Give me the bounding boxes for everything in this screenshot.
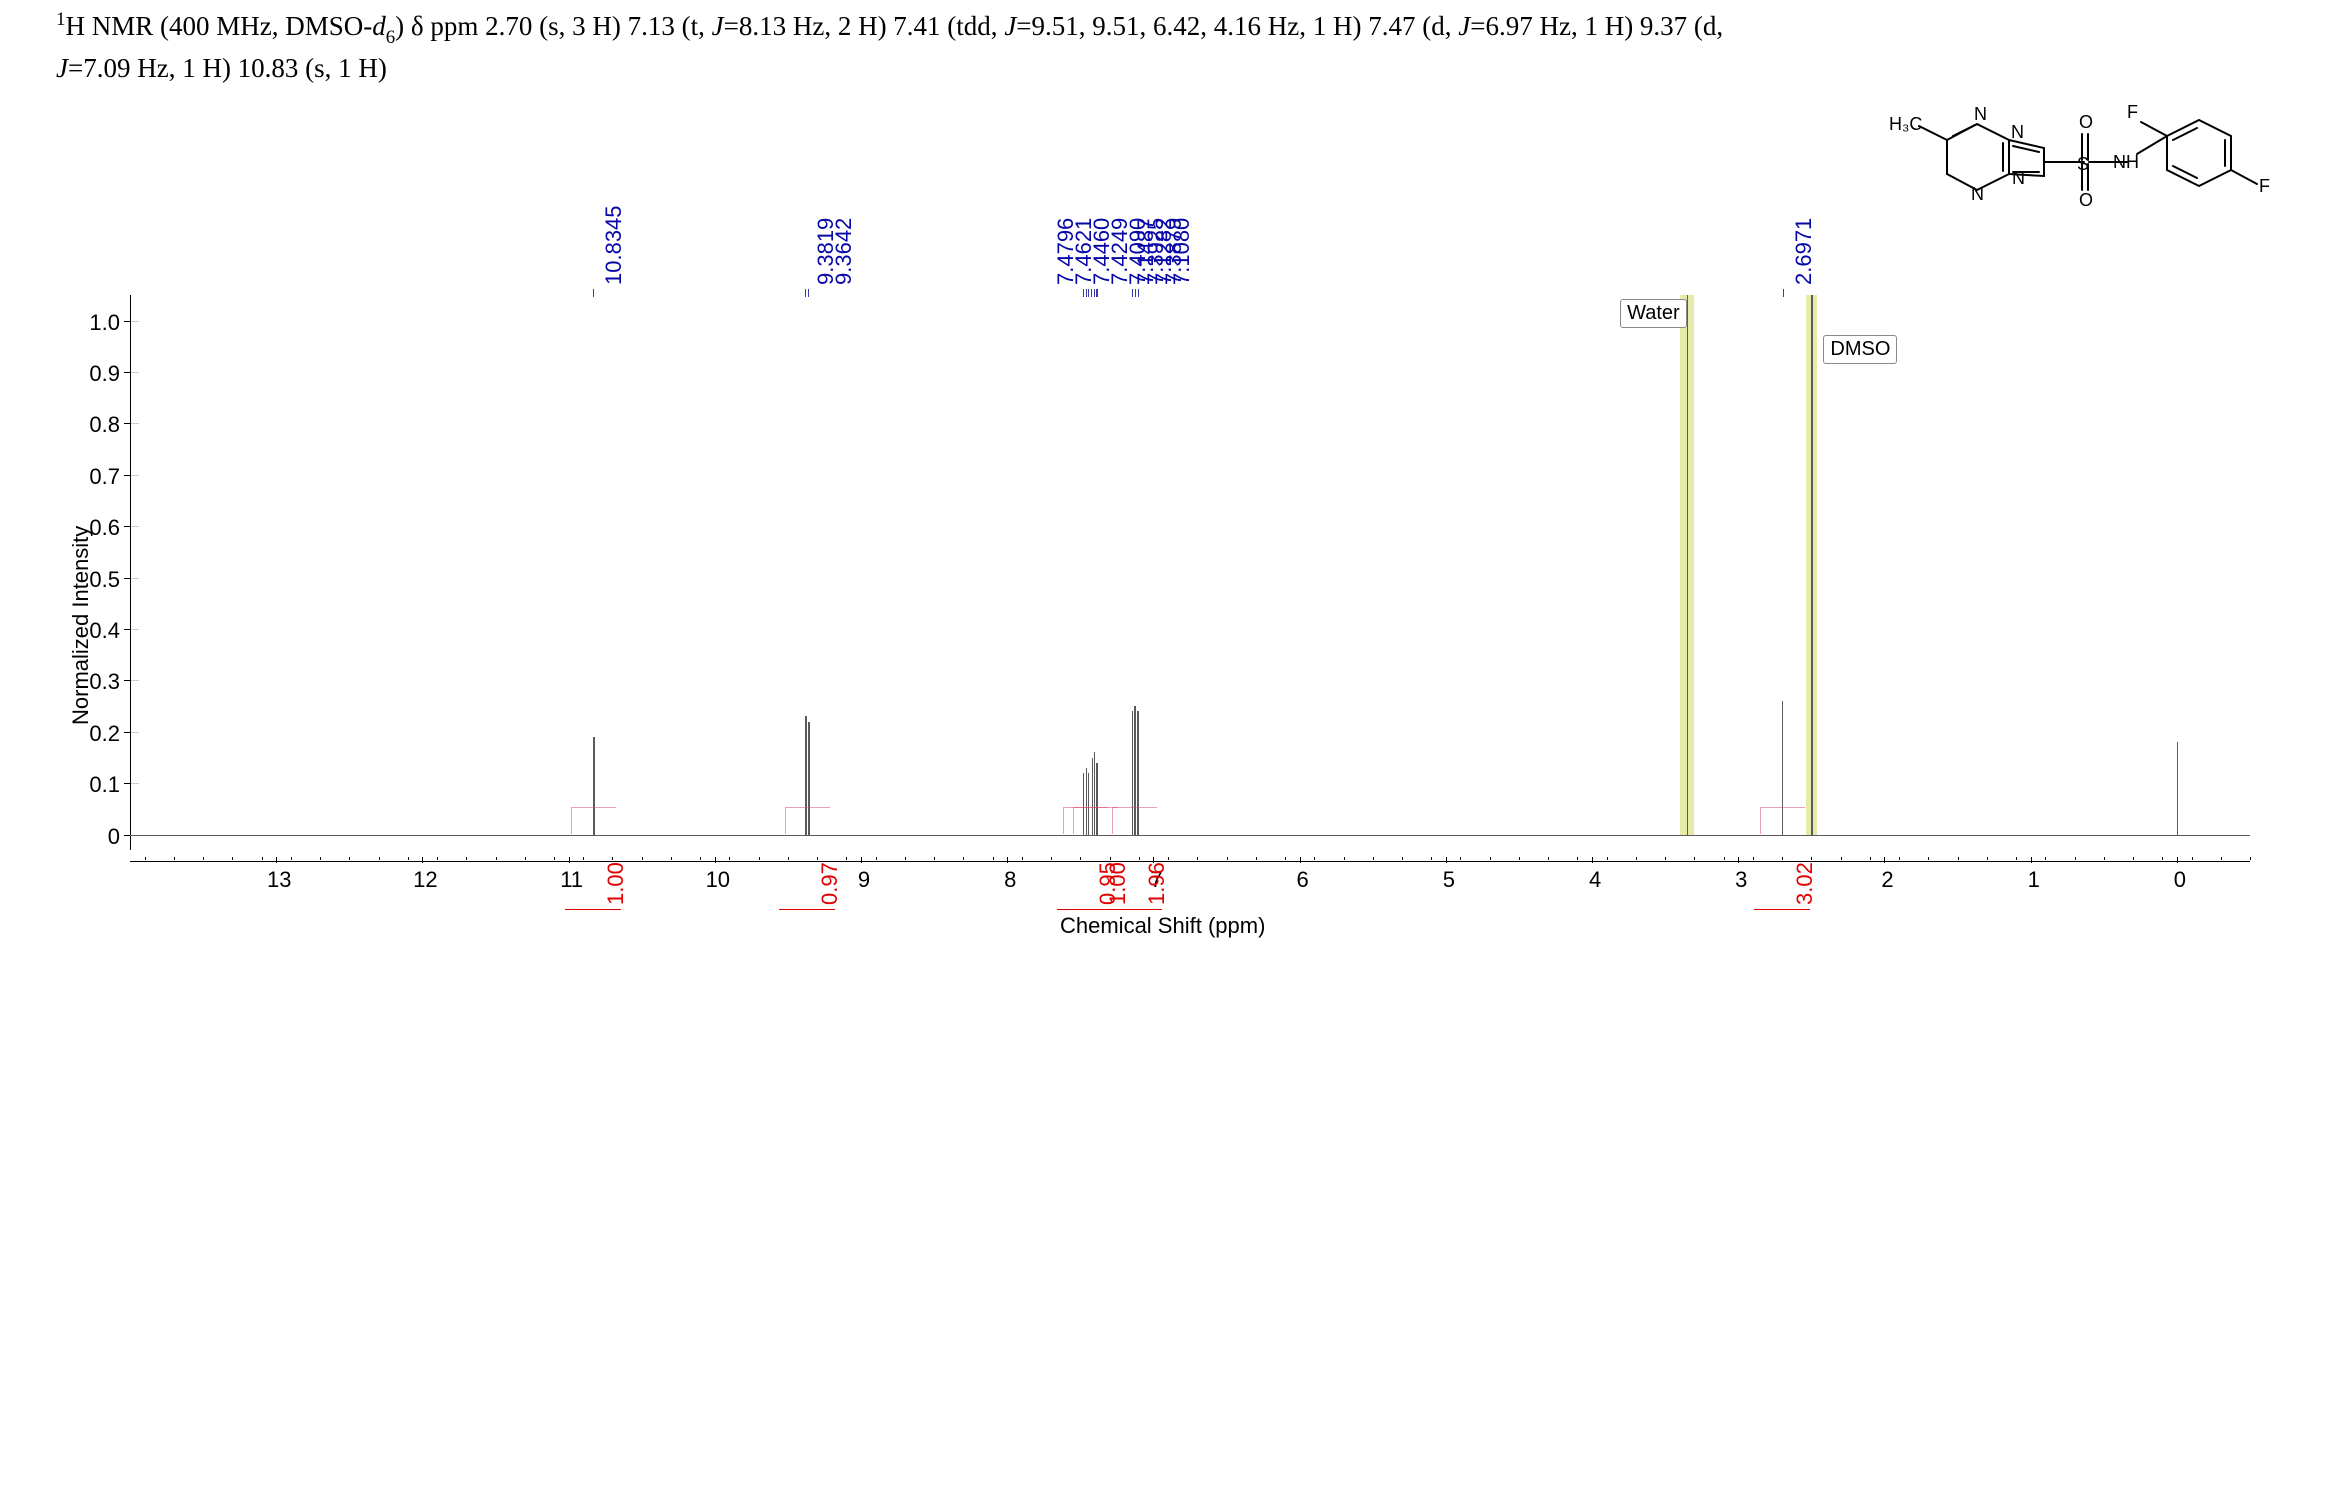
x-tick: 8 <box>995 867 1025 893</box>
integral-bracket <box>779 909 835 910</box>
y-tick: 0.6 <box>80 515 120 541</box>
baseline <box>130 835 2250 836</box>
x-tick: 2 <box>1872 867 1902 893</box>
y-tick: 0.5 <box>80 567 120 593</box>
peak-label-tick <box>1083 289 1084 297</box>
x-tick: 10 <box>703 867 733 893</box>
peak-label-tick <box>1138 289 1139 297</box>
peak-label: 10.8345 <box>601 205 627 285</box>
y-tick: 0 <box>80 824 120 850</box>
x-axis <box>130 861 2250 862</box>
y-tick: 0.8 <box>80 412 120 438</box>
spectrum-peak <box>1811 295 1812 835</box>
x-tick: 4 <box>1580 867 1610 893</box>
peak-label-tick <box>808 289 809 297</box>
x-tick: 12 <box>410 867 440 893</box>
nmr-description: 1H NMR (400 MHz, DMSO-d6) δ ppm 2.70 (s,… <box>56 8 1723 86</box>
svg-text:O: O <box>2079 112 2093 132</box>
peak-label-tick <box>1091 289 1092 297</box>
x-tick: 5 <box>1434 867 1464 893</box>
svg-text:S: S <box>2077 154 2089 174</box>
x-tick: 3 <box>1726 867 1756 893</box>
y-axis <box>130 295 131 850</box>
y-tick: 0.1 <box>80 772 120 798</box>
integral-curve <box>1073 807 1118 834</box>
svg-text:H₃C: H₃C <box>1889 114 1922 134</box>
peak-label-tick <box>1135 289 1136 297</box>
integral-curve <box>1112 807 1157 834</box>
nmr-spectrum-plot: Normalized Intensity Chemical Shift (ppm… <box>60 225 2300 955</box>
solvent-box-dmso: DMSO <box>1823 335 1897 364</box>
svg-text:N: N <box>1971 184 1984 204</box>
integral-value: 1.00 <box>603 862 629 905</box>
peak-label-tick <box>1094 289 1095 297</box>
integral-curve <box>571 807 616 834</box>
peak-label-tick <box>1132 289 1133 297</box>
peak-label: 7.1080 <box>1169 218 1195 285</box>
peak-label-tick <box>1097 289 1098 297</box>
integral-bracket <box>1106 909 1162 910</box>
y-tick: 0.2 <box>80 721 120 747</box>
integral-bracket <box>565 909 621 910</box>
peak-label-tick <box>1088 289 1089 297</box>
integral-value: 1.96 <box>1144 862 1170 905</box>
integral-value: 3.02 <box>1792 862 1818 905</box>
x-tick: 9 <box>849 867 879 893</box>
peak-label: 9.3642 <box>831 218 857 285</box>
x-tick: 11 <box>557 867 587 893</box>
svg-text:F: F <box>2259 176 2270 196</box>
spectrum-peak <box>2177 742 2178 835</box>
peak-label-tick <box>593 289 594 297</box>
svg-text:N: N <box>2011 122 2024 142</box>
integral-value: 1.00 <box>1105 862 1131 905</box>
svg-text:N: N <box>2012 168 2025 188</box>
x-tick: 0 <box>2165 867 2195 893</box>
integral-curve <box>785 807 830 834</box>
svg-text:N: N <box>1974 104 1987 124</box>
integral-bracket <box>1754 909 1810 910</box>
molecule-structure: H₃C N N N N O S O NH F F <box>1889 80 2299 245</box>
y-tick: 1.0 <box>80 310 120 336</box>
y-tick: 0.3 <box>80 669 120 695</box>
peak-label: 2.6971 <box>1791 218 1817 285</box>
x-tick: 6 <box>1288 867 1318 893</box>
y-tick: 0.7 <box>80 464 120 490</box>
integral-value: 0.97 <box>817 862 843 905</box>
peak-label-tick <box>805 289 806 297</box>
svg-text:F: F <box>2127 102 2138 122</box>
peak-label-tick <box>1086 289 1087 297</box>
x-tick: 1 <box>2019 867 2049 893</box>
x-tick: 13 <box>264 867 294 893</box>
spectrum-peak <box>1687 295 1688 835</box>
y-tick: 0.4 <box>80 618 120 644</box>
y-tick: 0.9 <box>80 361 120 387</box>
svg-text:NH: NH <box>2113 152 2139 172</box>
solvent-box-water: Water <box>1620 299 1687 328</box>
peak-label-tick <box>1783 289 1784 297</box>
integral-curve <box>1760 807 1805 834</box>
svg-text:O: O <box>2079 190 2093 210</box>
